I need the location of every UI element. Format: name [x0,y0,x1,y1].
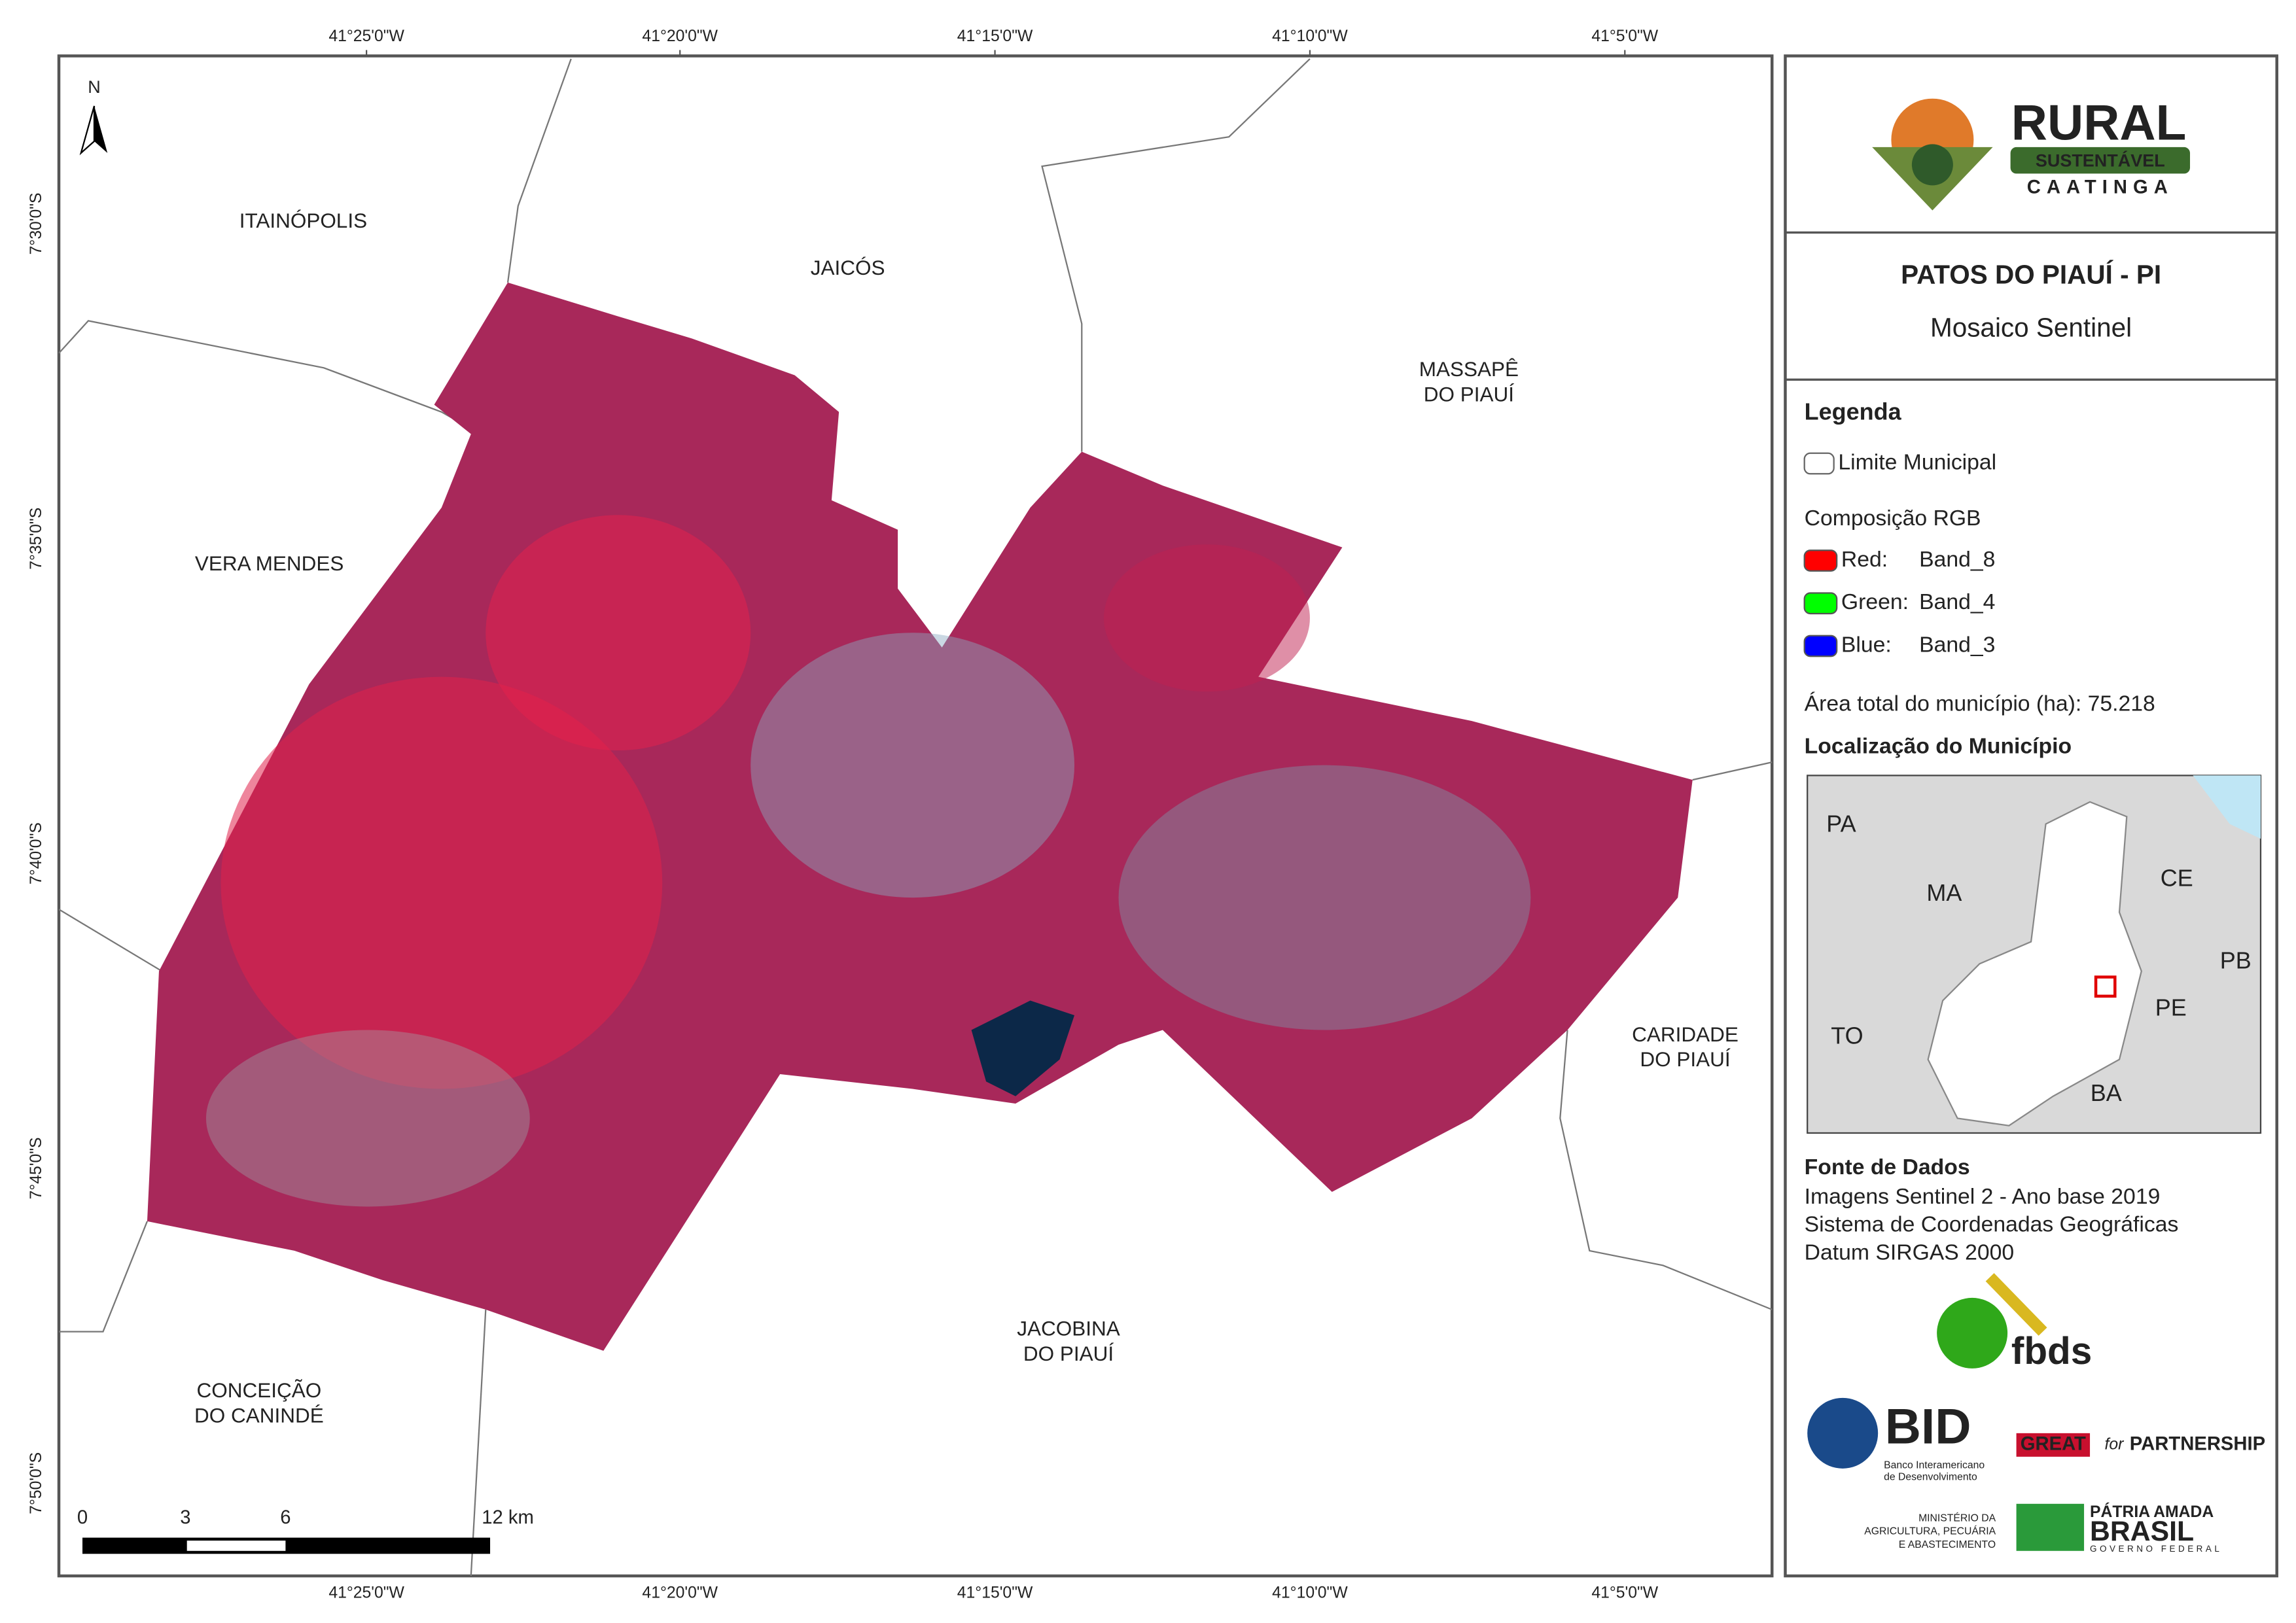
scale-label: 0 [77,1507,88,1528]
logo-badge: SUSTENTÁVEL [2036,150,2165,171]
longitude-label: 41°20'0"W [642,27,718,45]
scale-bar [82,1537,491,1554]
municipality-name: DO PIAUÍ [1023,1342,1114,1365]
state-label: BA [2091,1079,2122,1106]
bid-name: de Desenvolvimento [1884,1471,1977,1482]
latitude-label: 7°50'0"S [27,1452,45,1514]
for-text: for [2105,1435,2125,1453]
state-label: CE [2161,865,2193,892]
band-channel: Green: [1841,589,1909,614]
band-swatch [1803,550,1838,572]
band-name: Band_8 [1919,547,1995,572]
band-swatch [1803,635,1838,657]
scale-label: 12 km [482,1507,534,1528]
longitude-label: 41°20'0"W [642,1584,718,1602]
source-line: Imagens Sentinel 2 - Ano base 2019 [1805,1184,2161,1209]
longitude-label: 41°15'0"W [957,27,1033,45]
municipality-name: DO CANINDÉ [194,1403,324,1427]
fbds-logo-icon [1937,1273,2047,1369]
longitude-label: 41°25'0"W [328,27,404,45]
great-badge [2016,1433,2091,1457]
sources-title: Fonte de Dados [1805,1155,1970,1179]
municipality-name: JACOBINA [1017,1317,1120,1340]
latitude-label: 7°40'0"S [27,822,45,884]
gov-text: GOVERNO FEDERAL [2090,1544,2222,1554]
ministry-text: MINISTÉRIO DA [1918,1511,1996,1524]
north-label: N [88,77,101,97]
source-line: Sistema de Coordenadas Geográficas [1805,1212,2179,1237]
municipality-name: ITAINÓPOLIS [239,209,367,232]
longitude-label: 41°25'0"W [328,1584,404,1602]
logo-subtitle: CAATINGA [2027,177,2174,198]
rural-logo-icon [1872,98,2191,211]
municipality-name: DO PIAUÍ [1424,382,1514,406]
location-title: Localização do Município [1805,734,2072,759]
fbds-logo: fbds [2011,1330,2092,1372]
satellite-mosaic [147,282,1693,1351]
state-label: PE [2155,994,2187,1021]
north-arrow [79,105,108,156]
latitude-label: 7°35'0"S [27,508,45,570]
municipality-name: DO PIAUÍ [1640,1047,1730,1071]
patria-text: PÁTRIA AMADA [2090,1503,2214,1521]
band-channel: Blue: [1841,632,1892,657]
brasil-flag [2016,1503,2085,1551]
legend-label: Composição RGB [1805,506,1981,531]
ministry-text: AGRICULTURA, PECUÁRIA [1864,1525,1996,1537]
longitude-label: 41°10'0"W [1272,27,1348,45]
scale-label: 3 [180,1507,190,1528]
band-name: Band_3 [1919,632,1995,657]
boundary-swatch [1803,452,1835,475]
municipal-boundaries [58,58,1773,1577]
bid-logo: BID [1885,1399,1971,1455]
legend-label: Limite Municipal [1838,449,1996,474]
frame-ticks [365,50,1626,56]
bid-name: Banco Interamericano [1884,1459,1985,1471]
map-title: PATOS DO PIAUÍ - PI [1901,260,2161,290]
state-label: PA [1826,810,1856,837]
municipality-name: MASSAPÊ [1419,357,1519,381]
longitude-label: 41°5'0"W [1591,1584,1658,1602]
legend-title: Legenda [1805,398,1902,425]
band-swatch [1803,592,1838,615]
scale-label: 6 [280,1507,291,1528]
state-label: PB [2220,947,2252,974]
state-label: TO [1831,1022,1863,1049]
latitude-label: 7°45'0"S [27,1137,45,1199]
map-subtitle: Mosaico Sentinel [1930,313,2132,343]
bid-logo-icon [1807,1397,1879,1469]
great-logo: GREAT [2021,1434,2086,1455]
band-channel: Red: [1841,547,1888,572]
longitude-label: 41°5'0"W [1591,27,1658,45]
municipality-name: JAICÓS [811,256,885,279]
latitude-label: 7°30'0"S [27,192,45,254]
location-inset [1807,775,2262,1134]
area-text: Área total do município (ha): 75.218 [1805,691,2155,716]
brasil-text: BRASIL [2090,1516,2194,1547]
state-label: MA [1926,879,1962,906]
municipality-name: CARIDADE [1632,1022,1739,1046]
longitude-label: 41°10'0"W [1272,1584,1348,1602]
municipality-name: VERA MENDES [195,551,344,575]
municipality-name: CONCEIÇÃO [197,1378,322,1402]
logo-title: RURAL [2011,96,2187,151]
source-line: Datum SIRGAS 2000 [1805,1240,2014,1265]
band-name: Band_4 [1919,589,1995,614]
longitude-label: 41°15'0"W [957,1584,1033,1602]
partnership-text: PARTNERSHIP [2130,1434,2265,1455]
ministry-text: E ABASTECIMENTO [1899,1539,1996,1550]
